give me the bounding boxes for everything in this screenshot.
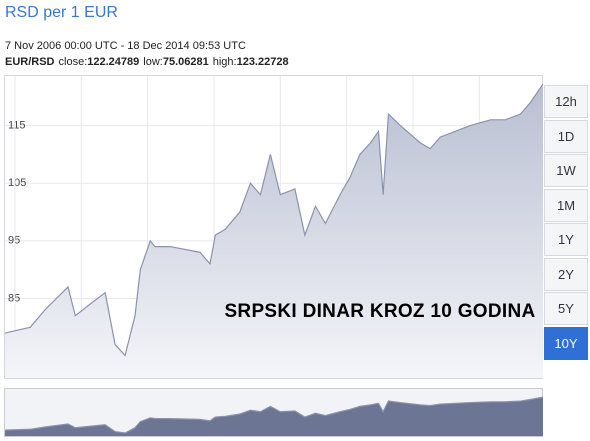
stat-value: 122.24789 [87, 56, 139, 68]
main-area [5, 84, 543, 379]
stat-value: 75.06281 [163, 56, 209, 68]
y-tick-label: 85 [8, 292, 20, 304]
y-tick-label: 95 [8, 235, 20, 247]
stat-label: high: [213, 56, 237, 68]
main-line [4, 83, 544, 357]
range-button[interactable]: 10Y [544, 326, 588, 360]
pair: EUR/RSD [5, 56, 55, 68]
stat-label: close: [59, 56, 88, 68]
range-button[interactable]: 1D [544, 119, 588, 153]
navigator-area [5, 397, 543, 436]
range-button[interactable]: 12h [544, 85, 588, 118]
range-button[interactable]: 1W [544, 154, 588, 187]
stats: EUR/RSD close:122.24789 low:75.06281 high:1… [5, 56, 289, 68]
navigator-line [4, 396, 544, 434]
date-range: 7 Nov 2006 00:00 UTC - 18 Dec 2014 09:53… [5, 40, 246, 52]
range-button[interactable]: 1M [544, 188, 588, 222]
range-button[interactable]: 5Y [544, 292, 588, 325]
y-tick-label: 115 [8, 119, 26, 131]
range-button[interactable]: 1Y [544, 223, 588, 256]
annotation: SRPSKI DINAR KROZ 10 GODINA [224, 301, 535, 322]
range-button[interactable]: 2Y [544, 257, 588, 291]
title: RSD per 1 EUR [5, 4, 118, 21]
stat-label: low: [143, 56, 163, 68]
stat-value: 123.22728 [237, 56, 289, 68]
y-tick-label: 105 [8, 177, 26, 189]
